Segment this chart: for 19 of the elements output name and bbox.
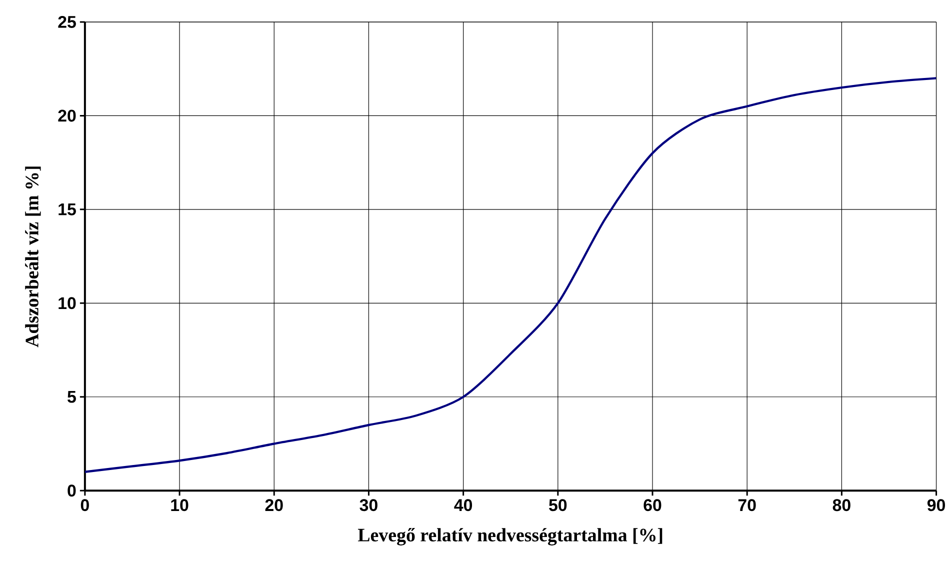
- y-tick-label: 25: [58, 16, 76, 28]
- x-tick-label: 60: [644, 499, 662, 512]
- y-axis-title: Adszorbeált víz [m %]: [25, 166, 41, 348]
- x-tick-label: 70: [738, 499, 756, 512]
- y-tick-label: 0: [68, 484, 76, 497]
- x-tick-label: 30: [360, 499, 378, 512]
- x-tick-label: 80: [832, 499, 850, 512]
- x-tick-label: 40: [454, 499, 472, 512]
- x-tick-label: 90: [927, 499, 945, 512]
- y-tick-label: 20: [58, 110, 76, 122]
- x-tick-label: 50: [549, 499, 567, 512]
- y-tick-label: 15: [58, 204, 76, 216]
- y-tick-label: 5: [68, 391, 76, 404]
- line-series: [84, 77, 936, 474]
- x-tick-label: 0: [80, 499, 89, 512]
- x-tick-label: 20: [265, 499, 283, 512]
- y-tick-label: 10: [58, 297, 76, 310]
- x-tick-label: 10: [171, 499, 188, 512]
- x-axis-title: Levegő relatív nedvességtartalma [%]: [358, 528, 662, 546]
